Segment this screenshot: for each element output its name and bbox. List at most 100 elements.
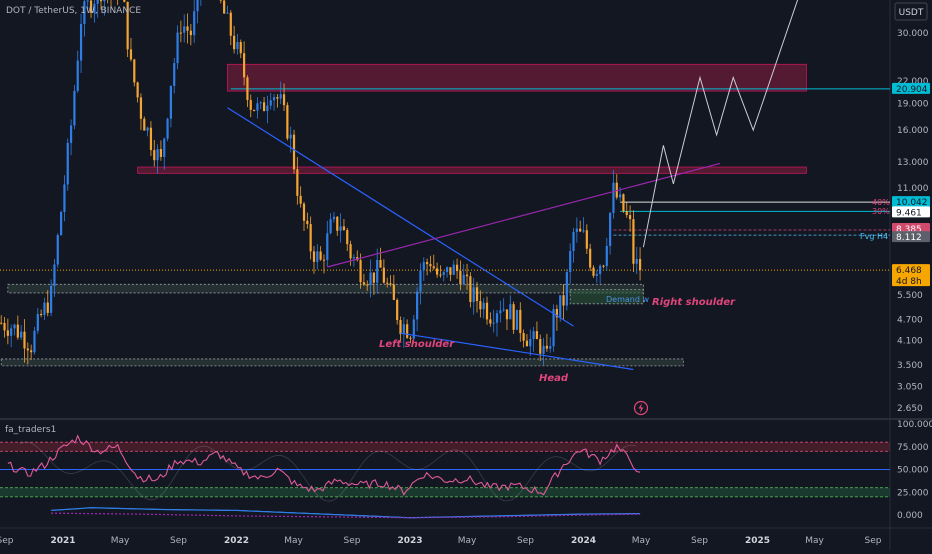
candle-body-144 (479, 301, 482, 310)
candle-body-178 (592, 267, 595, 276)
candle-body-17 (56, 235, 59, 265)
trendline-0[interactable] (227, 107, 574, 327)
zone-supply-1[interactable] (137, 166, 807, 174)
indicator-series-0[interactable] (7, 434, 641, 496)
candle-body-7 (23, 331, 26, 349)
indicator-title: fa_traders1 (5, 425, 56, 435)
candle-body-170 (565, 272, 568, 306)
candle-body-167 (555, 309, 558, 318)
candle-body-78 (259, 102, 262, 104)
indicator-tick-label: 0.000 (897, 511, 923, 521)
candle-body-103 (342, 226, 346, 231)
candle-body-43 (143, 118, 146, 131)
candle-body-24 (79, 24, 83, 61)
time-tick-label: Sep (0, 536, 14, 546)
candle-body-59 (196, 0, 199, 12)
candle-body-155 (515, 309, 519, 330)
candle-body-127 (422, 262, 425, 271)
candle-body-100 (332, 216, 336, 220)
currency-button-frame (894, 2, 928, 21)
candle-body-183 (609, 212, 612, 246)
price-tag-2[interactable] (892, 206, 930, 218)
candle-body-156 (519, 309, 522, 334)
price-tag-0[interactable] (892, 82, 930, 94)
indicator-pane[interactable] (0, 420, 890, 528)
price-tag-text-4: 8.112 (896, 233, 922, 243)
candle-body-105 (349, 244, 352, 259)
candle-body-94 (312, 251, 316, 262)
candle-body-21 (69, 125, 73, 143)
candle-body-128 (426, 262, 429, 265)
candle-body-150 (499, 310, 502, 314)
candle-body-87 (289, 134, 292, 139)
candle-body-8 (26, 348, 29, 351)
lightning-icon[interactable] (633, 400, 649, 416)
candle-body-101 (336, 216, 339, 231)
candle-body-53 (176, 32, 179, 64)
candle-body-181 (602, 265, 605, 267)
trendline-1[interactable] (400, 332, 634, 371)
candle-body-126 (419, 270, 422, 292)
currency-button[interactable]: USDT (894, 2, 928, 21)
candle-body-98 (326, 233, 329, 261)
price-tag-text-1: 10.042 (896, 198, 928, 208)
candle-body-161 (535, 331, 539, 340)
candle-body-138 (459, 271, 462, 285)
candle-body-0 (0, 322, 3, 324)
trendline-2[interactable] (327, 162, 721, 268)
candle-body-176 (585, 230, 588, 249)
candle-body-13 (43, 302, 46, 316)
price-tag-text-3: 8.385 (896, 225, 922, 235)
candle-body-68 (226, 12, 229, 14)
candle-body-57 (189, 30, 192, 36)
candle-body-25 (83, 1, 86, 25)
candle-body-180 (599, 265, 602, 274)
price-tick-label: 19.000 (897, 100, 929, 110)
time-axis[interactable]: Sep 2021 May Sep 2022 May Sep 2023 May Sep 2024 May… (0, 536, 882, 546)
candle-body-122 (406, 324, 409, 338)
candle-body-46 (153, 150, 156, 161)
candle-body-85 (282, 94, 286, 106)
zone-demand-w-4[interactable] (569, 289, 644, 305)
price-axis[interactable]: 30.000 22.000 19.000 16.000 13.000 11.000 5.50… (897, 29, 932, 521)
zone-supply-0[interactable] (227, 63, 807, 92)
candle-body-175 (582, 230, 585, 232)
indicator-tick-label: 75.000 (897, 443, 929, 453)
oscillator-ghost (19, 441, 637, 502)
projection-layer (642, 0, 806, 248)
candle-body-38 (126, 1, 129, 50)
candle-body-5 (16, 324, 19, 338)
candle-body-4 (13, 324, 16, 329)
zone-demand-2[interactable] (7, 283, 644, 294)
price-tag-4[interactable] (892, 231, 930, 243)
zone-demand-3[interactable] (0, 358, 684, 367)
time-tick-label: 2022 (224, 536, 249, 546)
candle-body-56 (186, 26, 189, 31)
candle-body-97 (322, 259, 326, 261)
indicator-tick-label: 100.000 (897, 420, 932, 430)
candle-body-52 (173, 63, 176, 86)
candle-body-164 (545, 345, 549, 349)
candle-body-39 (129, 49, 133, 60)
candle-body-102 (339, 226, 342, 231)
candle-body-26 (86, 0, 89, 2)
candle-body-152 (505, 309, 509, 320)
candle-body-45 (149, 127, 153, 151)
band-oversold (0, 487, 890, 497)
candle-body-166 (552, 309, 555, 347)
candle-body-168 (559, 295, 562, 318)
price-tag-1[interactable] (892, 196, 930, 208)
right-shoulder-label: Right shoulder (652, 297, 736, 308)
projection-path[interactable] (642, 0, 806, 248)
time-tick-label: May (805, 536, 824, 546)
candle-body-2 (6, 330, 9, 336)
price-tick-label: 5.500 (897, 291, 923, 301)
price-tag-5[interactable] (892, 264, 930, 287)
candle-body-136 (452, 264, 455, 275)
indicator-series-1[interactable] (51, 507, 641, 519)
candle-body-49 (163, 138, 166, 157)
price-tick-label: 4.100 (897, 337, 923, 347)
candle-body-69 (229, 12, 232, 36)
